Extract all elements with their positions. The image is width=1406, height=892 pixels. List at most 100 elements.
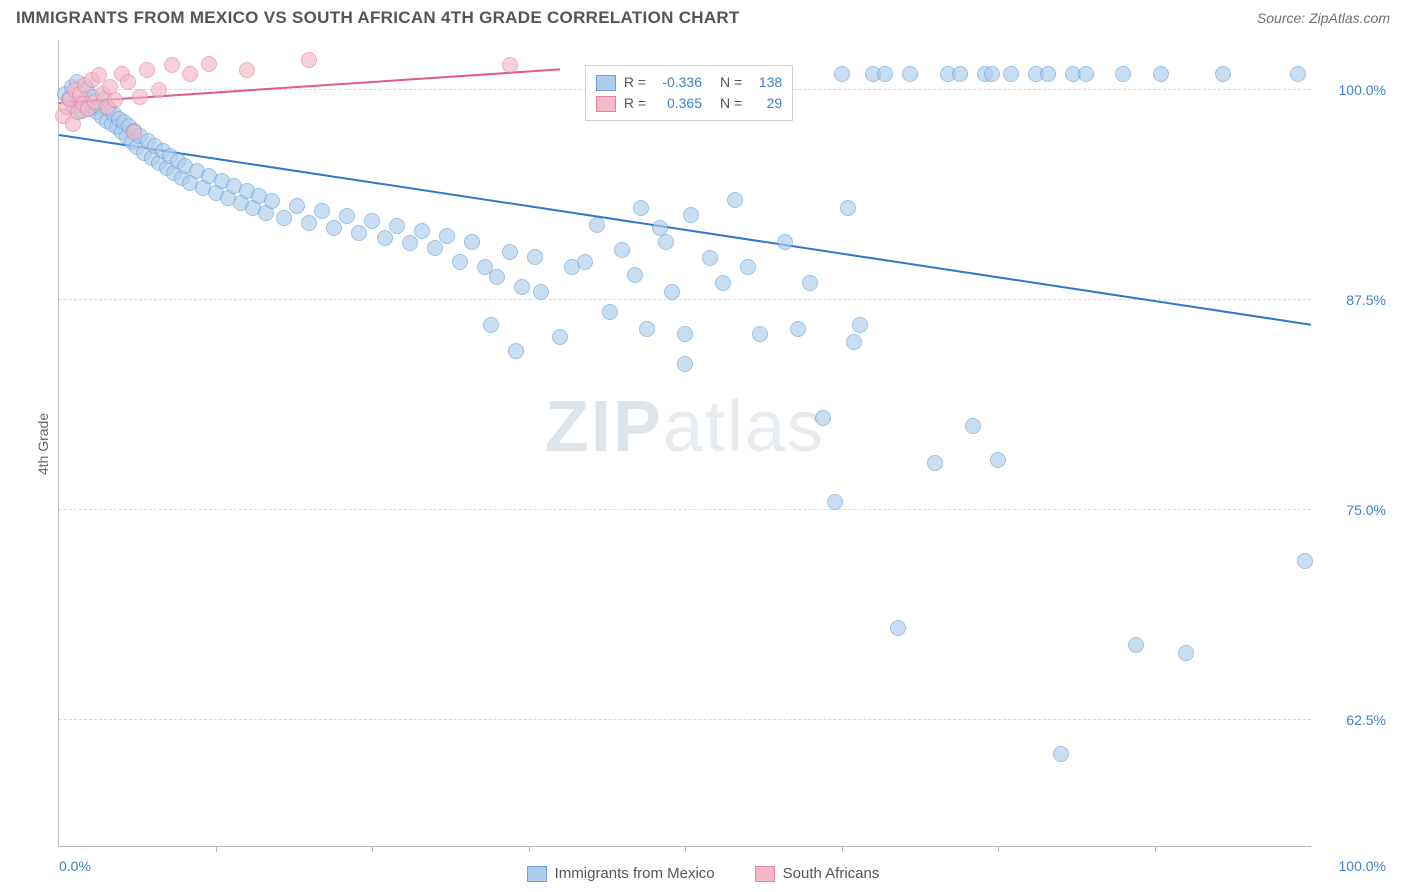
data-point [151,82,167,98]
data-point [752,326,768,342]
data-point [1078,66,1094,82]
data-point [727,192,743,208]
y-tick-label: 87.5% [1321,292,1386,308]
data-point [1128,637,1144,653]
data-point [301,215,317,231]
data-point [1153,66,1169,82]
y-tick-label: 100.0% [1321,82,1386,98]
data-point [877,66,893,82]
data-point [902,66,918,82]
x-tick [1155,846,1156,852]
data-point [201,56,217,72]
data-point [452,254,468,270]
data-point [802,275,818,291]
data-point [790,321,806,337]
data-point [1290,66,1306,82]
data-point [389,218,405,234]
x-tick [216,846,217,852]
data-point [326,220,342,236]
data-point [639,321,655,337]
trend-line [59,134,1311,326]
data-point [527,249,543,265]
data-point [132,89,148,105]
data-point [514,279,530,295]
data-point [984,66,1000,82]
data-point [364,213,380,229]
data-point [314,203,330,219]
stats-legend: R =-0.336N =138R =0.365N =29 [585,65,793,121]
gridline [59,299,1311,300]
bottom-legend: Immigrants from Mexico South Africans [0,865,1406,882]
data-point [965,418,981,434]
y-axis-label: 4th Grade [35,412,51,474]
data-point [740,259,756,275]
x-tick [685,846,686,852]
data-point [126,124,142,140]
data-point [427,240,443,256]
data-point [852,317,868,333]
legend-label: Immigrants from Mexico [555,865,715,882]
data-point [464,234,480,250]
data-point [1178,645,1194,661]
data-point [502,57,518,73]
gridline [59,719,1311,720]
legend-swatch [755,866,775,882]
data-point [927,455,943,471]
data-point [139,62,155,78]
data-point [414,223,430,239]
data-point [890,620,906,636]
data-point [439,228,455,244]
legend-swatch [596,96,616,112]
data-point [107,92,123,108]
data-point [683,207,699,223]
data-point [339,208,355,224]
data-point [952,66,968,82]
stats-legend-row: R =0.365N =29 [596,93,782,114]
legend-swatch [596,75,616,91]
legend-item: Immigrants from Mexico [527,865,715,882]
data-point [502,244,518,260]
data-point [677,326,693,342]
data-point [658,234,674,250]
data-point [164,57,180,73]
data-point [577,254,593,270]
chart-header: IMMIGRANTS FROM MEXICO VS SOUTH AFRICAN … [0,0,1406,32]
data-point [602,304,618,320]
data-point [508,343,524,359]
data-point [264,193,280,209]
chart-title: IMMIGRANTS FROM MEXICO VS SOUTH AFRICAN … [16,8,740,28]
data-point [489,269,505,285]
chart-source: Source: ZipAtlas.com [1257,10,1390,26]
data-point [301,52,317,68]
data-point [990,452,1006,468]
legend-item: South Africans [755,865,880,882]
data-point [589,217,605,233]
y-tick-label: 62.5% [1321,712,1386,728]
watermark: ZIPatlas [545,386,825,468]
x-tick [998,846,999,852]
data-point [289,198,305,214]
y-tick-label: 75.0% [1321,502,1386,518]
data-point [1115,66,1131,82]
x-tick [372,846,373,852]
legend-label: South Africans [783,865,880,882]
data-point [276,210,292,226]
x-tick [842,846,843,852]
data-point [815,410,831,426]
data-point [1053,746,1069,762]
data-point [834,66,850,82]
data-point [1040,66,1056,82]
data-point [239,62,255,78]
data-point [827,494,843,510]
data-point [777,234,793,250]
data-point [1003,66,1019,82]
data-point [677,356,693,372]
legend-swatch [527,866,547,882]
data-point [627,267,643,283]
data-point [377,230,393,246]
data-point [614,242,630,258]
data-point [715,275,731,291]
data-point [840,200,856,216]
x-tick [529,846,530,852]
data-point [120,74,136,90]
